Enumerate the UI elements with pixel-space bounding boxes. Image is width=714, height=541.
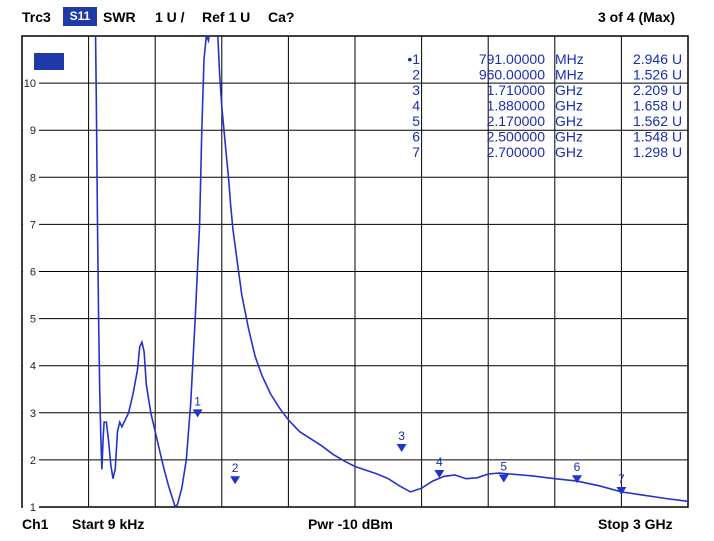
marker-triangle[interactable] — [434, 470, 445, 479]
marker-list-frequency: 2.700000 — [487, 144, 546, 160]
marker-list-frequency: 791.00000 — [479, 51, 545, 67]
channel-label[interactable]: Ch1 — [22, 516, 49, 532]
marker-list-value: 1.658 — [633, 98, 668, 114]
marker-list-id: 2 — [412, 67, 420, 83]
marker-list-unit: MHz — [555, 67, 584, 83]
marker-triangle[interactable] — [396, 444, 407, 453]
marker-list-value-unit: U — [672, 113, 682, 129]
marker-triangle[interactable] — [230, 476, 241, 485]
trace-label[interactable]: Trc3 — [22, 9, 51, 25]
format-label[interactable]: SWR — [103, 9, 136, 25]
marker-list-value-unit: U — [672, 129, 682, 145]
marker-list-id: 3 — [412, 82, 420, 98]
marker-list-value: 1.298 — [633, 144, 668, 160]
y-tick-label: 6 — [30, 267, 36, 279]
marker-list-unit: MHz — [555, 51, 584, 67]
marker-list-unit: GHz — [555, 98, 583, 114]
marker-number: 1 — [194, 394, 201, 408]
marker-list-unit: GHz — [555, 82, 583, 98]
tick-label-bg — [23, 500, 39, 513]
marker-list-id: •1 — [407, 51, 420, 67]
marker-list-value: 1.562 — [633, 113, 668, 129]
marker-number: 6 — [574, 460, 581, 474]
marker-list-value: 1.548 — [633, 129, 668, 145]
marker-list-value-unit: U — [672, 82, 682, 98]
y-tick-label: 7 — [30, 219, 36, 231]
marker-number: 7 — [618, 472, 625, 486]
marker-list-frequency: 2.500000 — [487, 129, 546, 145]
marker-triangle[interactable] — [192, 409, 203, 418]
marker-list-id: 6 — [412, 129, 420, 145]
marker-number: 3 — [398, 429, 405, 443]
tick-label-bg — [23, 264, 39, 278]
marker-list-frequency: 1.710000 — [487, 82, 546, 98]
y-tick-label: 1 — [30, 502, 36, 514]
tick-label-bg — [23, 405, 39, 419]
tick-label-bg — [23, 358, 39, 372]
calibration-status: Ca? — [268, 9, 295, 25]
marker-triangle[interactable] — [571, 475, 582, 484]
marker-list-unit: GHz — [555, 129, 583, 145]
marker-list-id: 7 — [412, 144, 420, 160]
marker-list-frequency: 960.00000 — [479, 67, 545, 83]
trace-header: Trc3 S11 SWR 1 U / Ref 1 U Ca? 3 of 4 (M… — [0, 0, 714, 36]
power-label[interactable]: Pwr -10 dBm — [308, 516, 393, 532]
tick-label-bg — [23, 452, 39, 466]
trace-badge-icon — [34, 53, 64, 70]
marker-list-id: 5 — [412, 113, 420, 129]
marker-count-label: 3 of 4 (Max) — [598, 9, 676, 25]
marker-triangle[interactable] — [616, 486, 627, 495]
marker-list-value-unit: U — [672, 144, 682, 160]
marker-number: 5 — [500, 460, 507, 474]
marker-list-value-unit: U — [672, 51, 682, 67]
marker-list-frequency: 2.170000 — [487, 113, 546, 129]
marker-list-frequency: 1.880000 — [487, 98, 546, 114]
start-frequency[interactable]: Start 9 kHz — [72, 516, 145, 532]
marker-list-value-unit: U — [672, 98, 682, 114]
y-tick-label: 8 — [30, 172, 36, 184]
tick-label-bg — [23, 217, 39, 231]
y-tick-label: 4 — [30, 361, 36, 373]
y-tick-label: 10 — [24, 78, 36, 90]
stop-frequency[interactable]: Stop 3 GHz — [598, 516, 673, 532]
marker-list-id: 4 — [412, 98, 420, 114]
tick-label-bg — [23, 123, 39, 137]
marker-list-unit: GHz — [555, 113, 583, 129]
y-tick-label: 9 — [30, 125, 36, 137]
y-tick-label: 5 — [30, 314, 36, 326]
marker-list-value: 1.526 — [633, 67, 668, 83]
marker-number: 4 — [436, 455, 443, 469]
marker-list-value-unit: U — [672, 67, 682, 83]
swr-trace-line[interactable] — [94, 3, 688, 507]
marker-list-value: 2.946 — [633, 51, 668, 67]
tick-label-bg — [23, 170, 39, 184]
marker-list-unit: GHz — [555, 144, 583, 160]
y-tick-label: 3 — [30, 408, 36, 420]
y-tick-label: 2 — [30, 455, 36, 467]
tick-label-bg — [23, 76, 39, 90]
marker-triangle[interactable] — [498, 474, 509, 483]
parameter-badge[interactable]: S11 — [63, 7, 97, 26]
marker-number: 2 — [232, 461, 239, 475]
scale-label[interactable]: 1 U / — [155, 9, 185, 25]
reference-label[interactable]: Ref 1 U — [202, 9, 251, 25]
marker-list-value: 2.209 — [633, 82, 668, 98]
tick-label-bg — [23, 311, 39, 325]
